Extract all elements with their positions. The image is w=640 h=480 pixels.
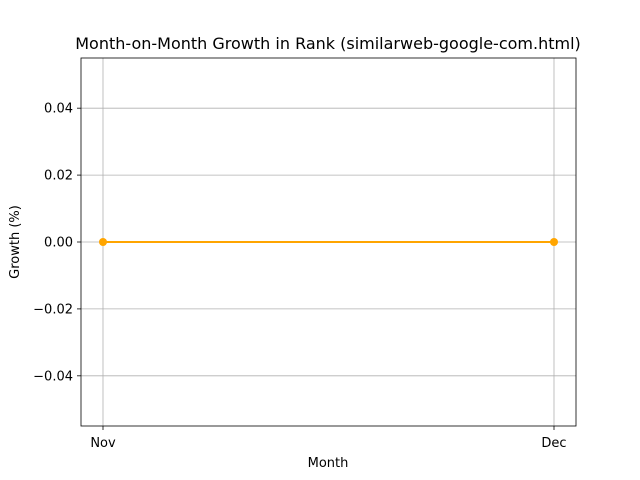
y-tick-label: 0.02 bbox=[44, 169, 73, 184]
y-tick-label: 0.00 bbox=[44, 236, 73, 251]
y-tick-label: 0.04 bbox=[44, 102, 73, 117]
chart-title: Month-on-Month Growth in Rank (similarwe… bbox=[75, 34, 581, 53]
x-axis-label: Month bbox=[308, 456, 349, 471]
y-axis-label: Growth (%) bbox=[8, 205, 23, 279]
y-tick-label: −0.02 bbox=[33, 302, 73, 317]
y-tick-label: −0.04 bbox=[33, 369, 73, 384]
x-tick-label: Dec bbox=[541, 436, 566, 451]
x-tick-label: Nov bbox=[90, 436, 116, 451]
data-point bbox=[99, 238, 107, 246]
ticks: −0.04 −0.02 0.00 0.02 0.04 Nov Dec bbox=[33, 102, 566, 451]
series-layer bbox=[99, 238, 558, 246]
data-point bbox=[550, 238, 558, 246]
